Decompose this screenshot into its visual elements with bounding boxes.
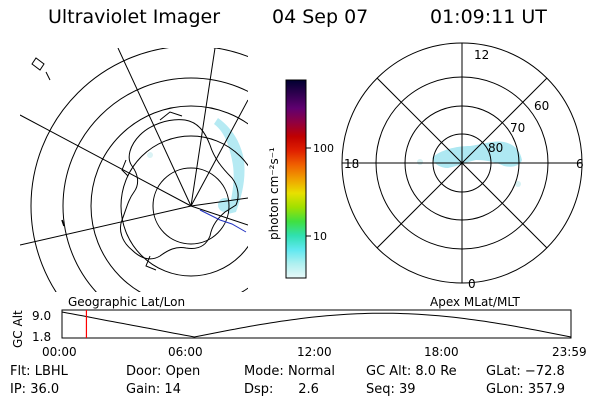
time-tick-1800: 18:00 bbox=[424, 345, 459, 359]
island-mark bbox=[61, 219, 65, 227]
mlat-label-70: 70 bbox=[510, 121, 525, 135]
glon-info: GLon: 357.9 bbox=[486, 382, 565, 397]
aurora-patch bbox=[515, 181, 521, 187]
glat-value: −72.8 bbox=[524, 364, 565, 379]
mlt-label-12: 12 bbox=[474, 48, 489, 62]
door-value: Open bbox=[165, 364, 201, 379]
instrument-title: Ultraviolet Imager bbox=[48, 6, 221, 28]
colorbar: 100 10 photon cm⁻²s⁻¹ bbox=[267, 79, 334, 279]
coastline-detail bbox=[121, 111, 183, 271]
latitude-circle bbox=[90, 105, 248, 292]
aurora-patch bbox=[417, 159, 423, 165]
latitude-circle bbox=[62, 77, 248, 292]
seq-value: 39 bbox=[399, 382, 416, 397]
altitude-curve bbox=[61, 311, 572, 338]
mlt-label-18: 18 bbox=[344, 157, 359, 171]
ip-info: IP: 36.0 bbox=[10, 382, 59, 397]
time-tick-0000: 00:00 bbox=[42, 345, 77, 359]
left-panel-caption: Geographic Lat/Lon bbox=[68, 295, 185, 309]
coast-blue-segment bbox=[199, 209, 247, 233]
dsp-value: 2.6 bbox=[298, 382, 319, 397]
altitude-ytick-9: 9.0 bbox=[32, 309, 51, 323]
latitude-circle bbox=[30, 48, 248, 292]
seq-key: Seq: bbox=[366, 382, 395, 397]
time-tick-2359: 23:59 bbox=[552, 345, 587, 359]
filter-key: Flt: bbox=[10, 364, 31, 379]
filter-value: LBHL bbox=[34, 364, 68, 379]
right-panel-caption: Apex MLat/MLT bbox=[430, 295, 520, 309]
mlt-label-0: 0 bbox=[468, 277, 476, 291]
door-key: Door: bbox=[126, 364, 162, 379]
filter-info: Flt: LBHL bbox=[10, 364, 68, 379]
glat-key: GLat: bbox=[486, 364, 521, 379]
altitude-ytick-1-8: 1.8 bbox=[32, 330, 51, 344]
altitude-ylabel: GC Alt bbox=[11, 310, 25, 348]
aurora-emission-right bbox=[432, 141, 522, 168]
mlat-label-80: 80 bbox=[488, 141, 503, 155]
mlt-spokes bbox=[342, 43, 582, 283]
mode-info: Mode: Normal bbox=[244, 364, 335, 379]
mode-key: Mode: bbox=[244, 364, 284, 379]
glon-key: GLon: bbox=[486, 382, 524, 397]
colorbar-gradient bbox=[285, 79, 307, 279]
mlt-label-6: 6 bbox=[576, 157, 584, 171]
image-date: 04 Sep 07 bbox=[272, 6, 369, 28]
colorbar-tick-label-10: 10 bbox=[313, 230, 327, 243]
latitude-circle bbox=[120, 135, 248, 277]
ip-key: IP: bbox=[10, 382, 27, 397]
gain-info: Gain: 14 bbox=[126, 382, 181, 397]
latitude-circle bbox=[152, 167, 230, 245]
ip-value: 36.0 bbox=[30, 382, 60, 397]
time-tick-0600: 06:00 bbox=[168, 345, 203, 359]
gain-value: 14 bbox=[164, 382, 181, 397]
meridians bbox=[20, 48, 248, 246]
door-info: Door: Open bbox=[126, 364, 200, 379]
mlat-label-60: 60 bbox=[534, 99, 549, 113]
dsp-key: Dsp: bbox=[244, 382, 274, 397]
colorbar-tick-label-100: 100 bbox=[313, 142, 334, 155]
glat-info: GLat: −72.8 bbox=[486, 364, 565, 379]
seq-info: Seq: 39 bbox=[366, 382, 416, 397]
geographic-map bbox=[20, 48, 248, 292]
dsp-info: Dsp: 2.6 bbox=[244, 382, 319, 397]
aurora-emission-left bbox=[147, 118, 245, 214]
south-america-coast bbox=[31, 57, 51, 81]
mode-value: Normal bbox=[287, 364, 335, 379]
magnetic-polar-plot: 12 18 6 0 60 70 80 bbox=[341, 42, 584, 291]
gc-alt-info: GC Alt: 8.0 Re bbox=[366, 364, 457, 379]
colorbar-unit-label: photon cm⁻²s⁻¹ bbox=[267, 147, 281, 240]
gc-alt-value: 8.0 Re bbox=[415, 364, 457, 379]
image-time: 01:09:11 UT bbox=[430, 6, 547, 28]
glon-value: 357.9 bbox=[527, 382, 566, 397]
altitude-plot-frame bbox=[61, 309, 572, 339]
gain-key: Gain: bbox=[126, 382, 161, 397]
antarctica-coastline bbox=[119, 119, 239, 260]
gc-alt-key: GC Alt: bbox=[366, 364, 412, 379]
time-tick-1200: 12:00 bbox=[297, 345, 332, 359]
altitude-plot: GC Alt 9.0 1.8 00:00 06:00 12:00 18:00 2… bbox=[11, 309, 587, 359]
